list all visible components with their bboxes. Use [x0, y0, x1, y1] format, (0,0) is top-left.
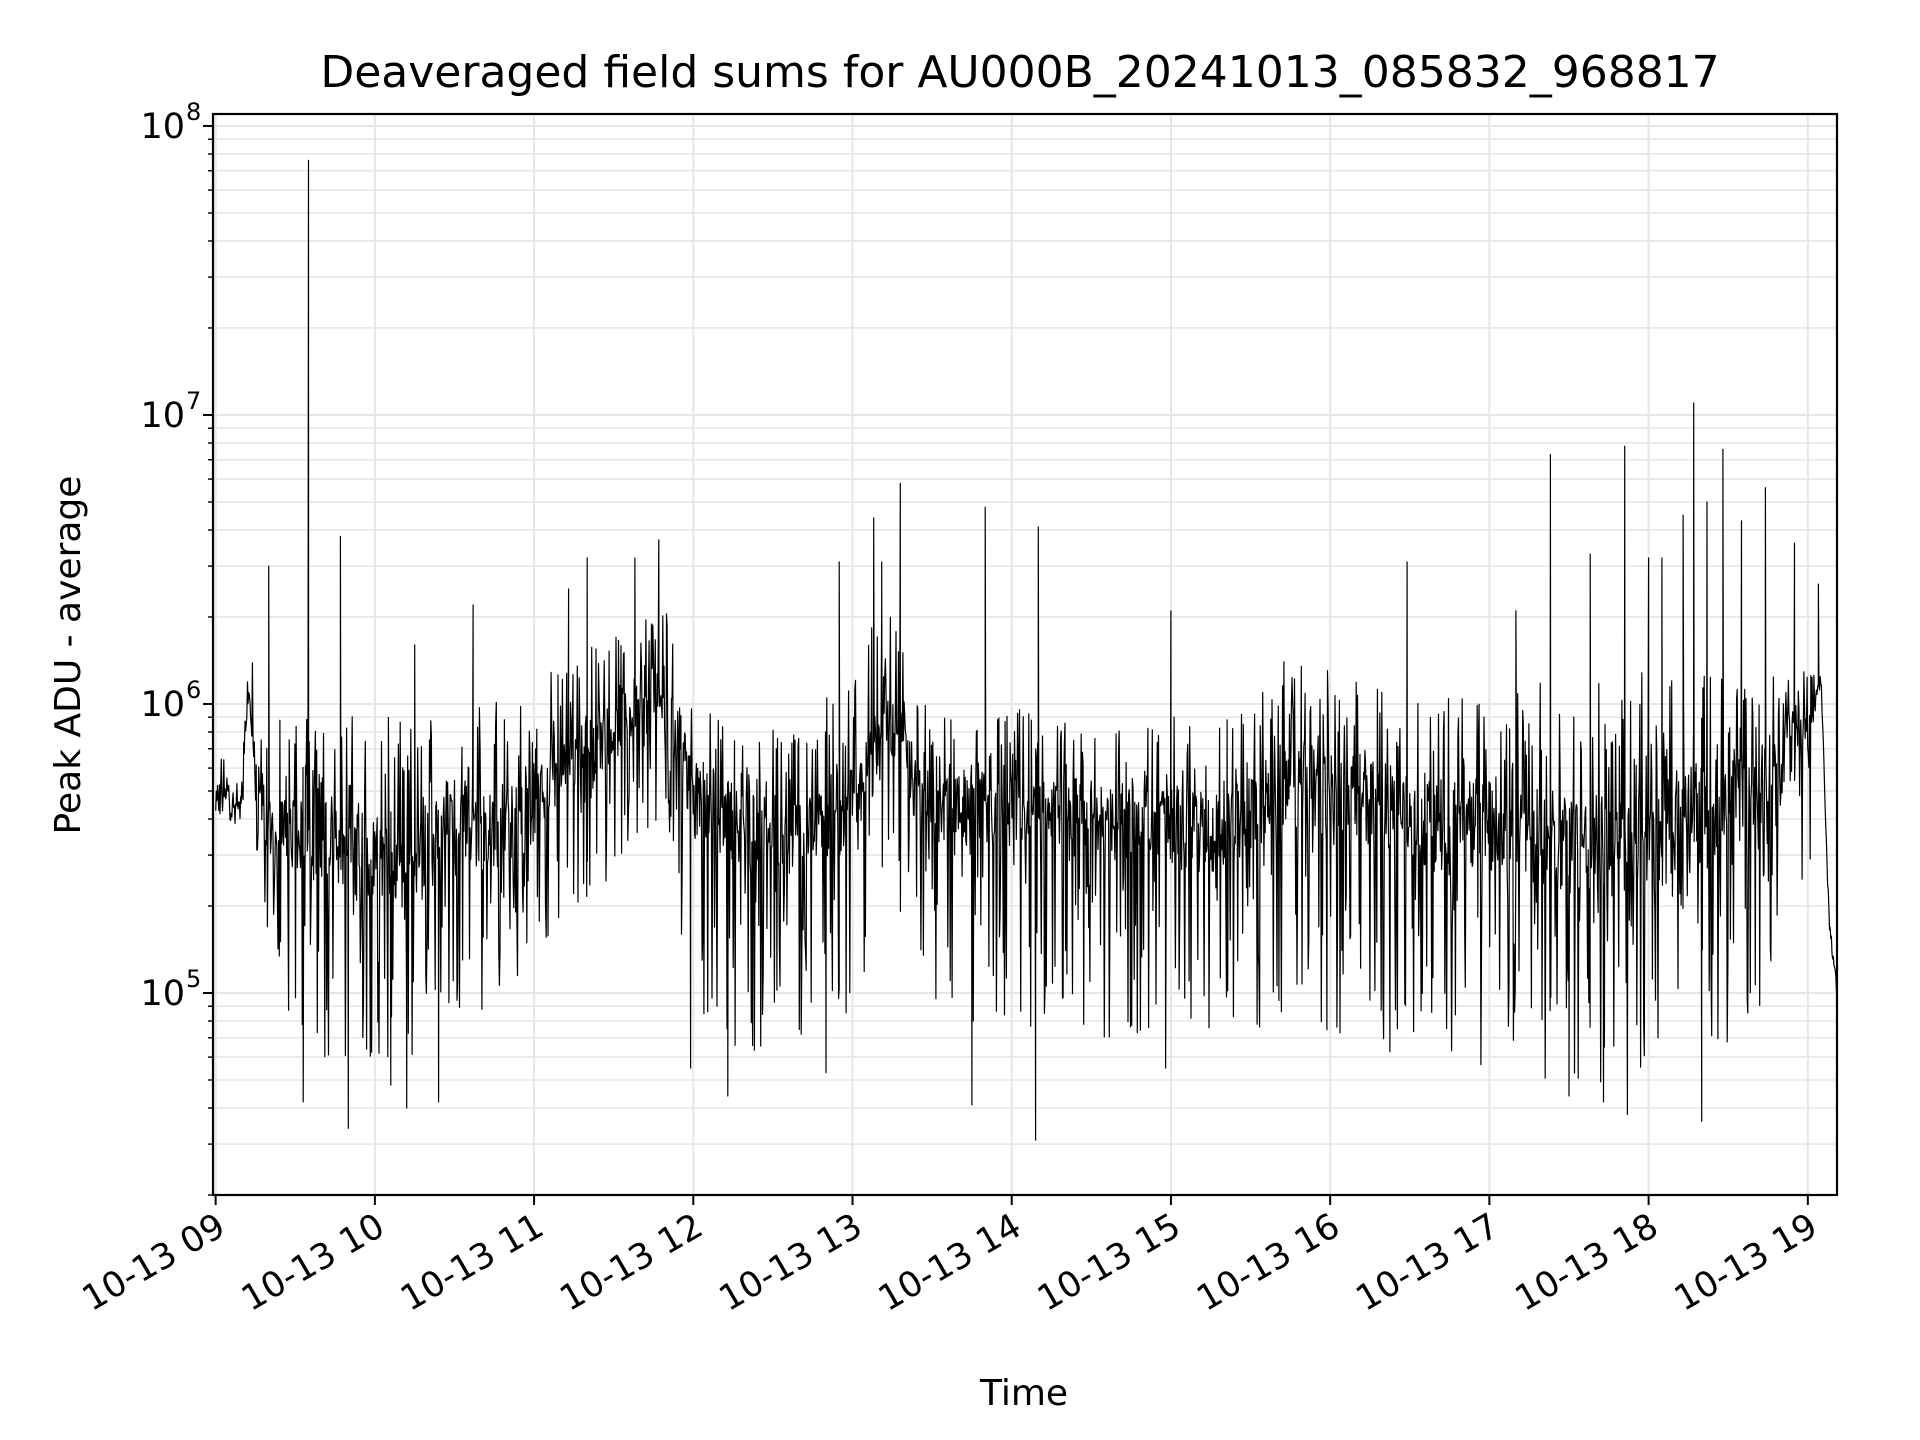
y-tick-exponent: 5	[186, 965, 201, 993]
y-tick-exponent: 6	[186, 676, 201, 704]
y-tick-exponent: 8	[186, 98, 201, 126]
chart-title: Deaveraged field sums for AU000B_2024101…	[320, 47, 1719, 98]
y-tick-label: 10	[140, 974, 185, 1014]
plot-frame	[211, 112, 1839, 1197]
y-tick-label: 10	[140, 396, 185, 436]
y-tick-label: 10	[140, 107, 185, 147]
series-line	[215, 159, 1838, 1141]
y-tick-exponent: 7	[186, 387, 201, 415]
y-axis-label: Peak ADU - average	[48, 476, 89, 835]
y-tick-label: 10	[140, 685, 185, 725]
x-axis-label: Time	[979, 1373, 1068, 1414]
plot-area	[215, 159, 1838, 1141]
